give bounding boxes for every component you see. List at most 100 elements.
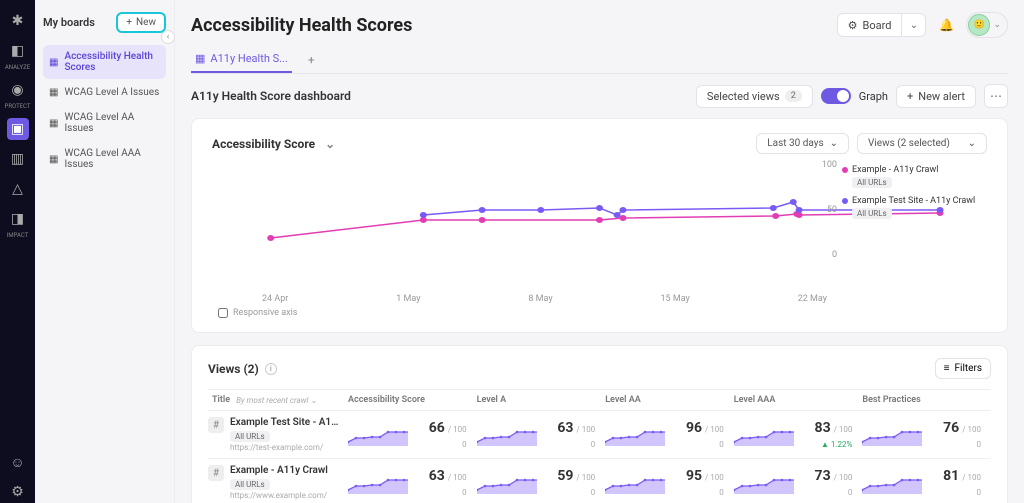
rail-label: ANALYZE [5,64,30,71]
sidebar-item-label: WCAG Level AAA Issues [64,148,160,170]
row-badge: All URLs [230,479,270,490]
range-label: Last 30 days [767,138,823,149]
sidebar-item-label: WCAG Level AA Issues [64,112,160,134]
avatar-menu[interactable]: 🙂 ⌄ [966,12,1008,38]
rail-item[interactable]: ☺ [7,451,29,473]
chart-legend: Example - A11y CrawlAll URLs Example Test… [842,165,987,227]
responsive-axis-checkbox[interactable]: Responsive axis [218,308,987,318]
sidebar: My boards + New ▦Accessibility Health Sc… [35,0,175,503]
rail-item[interactable]: ✱ [7,10,29,32]
x-axis-labels: 24 Apr1 May8 May15 May22 May [212,290,987,304]
chart-area: 100 50 0 Example - A11y CrawlAll URLsExa… [212,160,987,290]
graph-toggle[interactable] [821,88,851,104]
rail-item[interactable]: ◉ [7,79,29,101]
dashboard-title: A11y Health Score dashboard [191,89,351,103]
score-max: / 100 [962,425,981,434]
sidebar-item[interactable]: ▦WCAG Level A Issues [43,81,166,104]
grid-icon: ▦ [195,52,205,65]
score-max: / 100 [962,473,981,482]
score-value: 63 [429,468,445,484]
views-card: Views (2) i ≡ Filters TitleBy most recen… [191,345,1008,503]
legend-item: Example Test Site - A11y CrawlAll URLs [842,196,987,219]
board-label: Board [863,19,892,32]
column-header[interactable]: Level A [477,395,606,405]
sidebar-item[interactable]: ▦ WCAG Level AAA Issues [43,142,166,176]
add-tab-button[interactable]: + [304,49,319,71]
sort-label: By most recent crawl ⌄ [236,396,317,405]
score-value: 73 [815,468,831,484]
new-alert-button[interactable]: + New alert [896,85,976,108]
rail-item[interactable]: △ [7,178,29,200]
score-max: / 100 [834,473,853,482]
score-max: / 100 [448,425,467,434]
score-sub: 0 [976,488,981,497]
rail-item[interactable]: ◧ [7,40,29,62]
x-label: 22 May [798,294,827,304]
legend-item: Example - A11y CrawlAll URLs [842,165,987,188]
score-sub: 0 [719,488,724,497]
score-sub: 0 [848,488,853,497]
views-select[interactable]: Views (2 selected) ⌄ [857,133,987,154]
score-value: 59 [557,468,573,484]
filters-button[interactable]: ≡ Filters [935,358,991,379]
chart-card: Accessibility Score ⌄ Last 30 days ⌄ Vie… [191,118,1008,333]
board-icon: ▦ [49,154,58,165]
column-header[interactable]: Best Practices [862,395,991,405]
selected-views-button[interactable]: Selected views 2 [696,85,813,108]
score-value: 83 [815,420,831,436]
table-row[interactable]: #Example - A11y CrawlAll URLshttps://www… [208,459,991,503]
x-label: 15 May [661,294,690,304]
gear-icon: ⚙ [848,19,858,32]
board-icon: ▦ [49,118,58,129]
filter-icon: ≡ [944,363,950,374]
score-max: / 100 [576,473,595,482]
new-board-button[interactable]: + New [116,12,166,33]
tab-label: A11y Health S... [210,52,287,65]
sidebar-item-label: Accessibility Health Scores [64,51,160,73]
rail-label: PROTECT [5,103,31,110]
table-row[interactable]: #Example Test Site - A11y Cr...All URLsh… [208,411,991,459]
responsive-axis-input[interactable] [218,308,228,318]
rail-item[interactable]: ◨ [7,208,29,230]
score-max: / 100 [834,425,853,434]
column-header[interactable]: Accessibility Score [348,395,477,405]
rail-item[interactable]: ⚙ [7,481,29,503]
score-sub: 0 [591,440,596,449]
sidebar-item[interactable]: ▦ WCAG Level AA Issues [43,106,166,140]
score-value: 96 [686,420,702,436]
chart-title: Accessibility Score ⌄ [212,137,335,151]
collapse-sidebar-icon[interactable]: ‹ [161,30,175,44]
chart-title-text: Accessibility Score [212,137,315,151]
sidebar-item[interactable]: ▦Accessibility Health Scores [43,45,166,79]
chevron-down-icon: ⌄ [830,138,838,149]
score-max: / 100 [705,473,724,482]
score-delta: ▲ 1.22% [821,440,852,449]
score-sub: 0 [462,440,467,449]
score-sub: 0 [976,440,981,449]
date-range-select[interactable]: Last 30 days ⌄ [756,133,849,154]
score-value: 66 [429,420,445,436]
rail-item[interactable]: ▥ [7,148,29,170]
bell-icon[interactable]: 🔔 [934,13,958,37]
board-button[interactable]: ⚙ Board [837,13,903,37]
x-label: 1 May [396,294,420,304]
column-header[interactable]: Level AA [605,395,734,405]
x-label: 8 May [528,294,552,304]
column-header[interactable]: TitleBy most recent crawl ⌄ [208,395,348,405]
score-value: 76 [943,420,959,436]
rail-label: IMPACT [7,232,29,239]
tab-a11y-health[interactable]: ▦ A11y Health S... [191,46,292,73]
chevron-down-icon: ⌄ [993,20,1001,30]
row-title: Example - A11y Crawl [230,465,340,476]
main: Accessibility Health Scores ⚙ Board ⌄ 🔔 … [175,0,1024,503]
new-label: New [136,17,156,28]
chevron-down-icon[interactable]: ⌄ [325,137,335,151]
more-button[interactable]: ⋯ [984,84,1008,108]
row-url: https://www.example.com/ [230,491,348,500]
score-sub: 0 [462,488,467,497]
board-dropdown-button[interactable]: ⌄ [902,13,926,37]
row-url: https://test-example.com/ [230,443,348,452]
column-header[interactable]: Level AAA [734,395,863,405]
rail-item[interactable]: ▣ [7,118,29,140]
info-icon[interactable]: i [265,363,277,375]
